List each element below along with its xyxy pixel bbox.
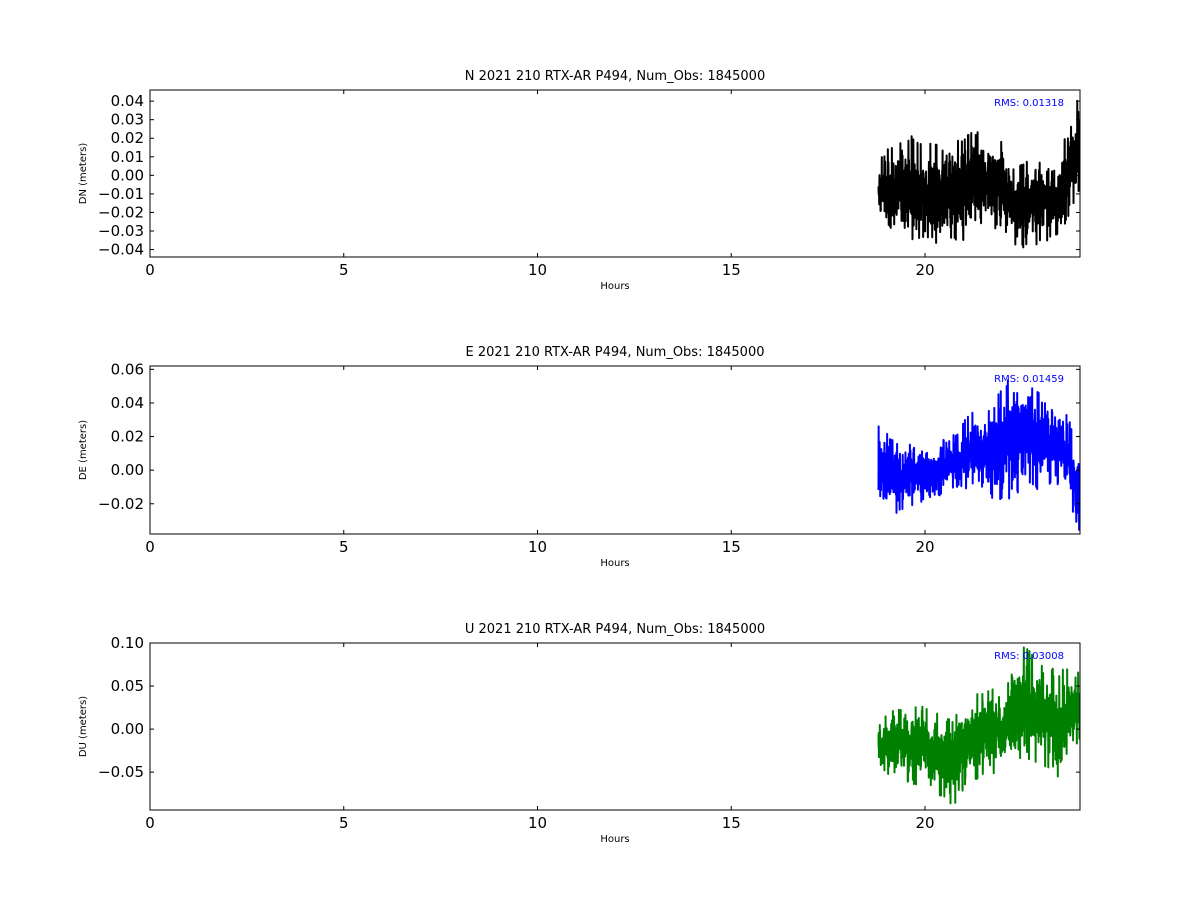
- y-axis-label: DU (meters): [78, 696, 89, 757]
- x-tick-label: 0: [145, 538, 155, 556]
- series-line: [877, 99, 1080, 249]
- x-tick-label: 0: [145, 814, 155, 832]
- axes-frame: [149, 89, 1081, 258]
- y-tick-label: 0.00: [111, 461, 144, 479]
- x-tick-label: 20: [915, 261, 934, 279]
- y-tick-label: 0.03: [111, 111, 144, 129]
- rms-annotation: RMS: 0.01318: [994, 98, 1064, 109]
- x-tick-label: 15: [722, 538, 741, 556]
- series-line: [877, 379, 1080, 531]
- y-axis-label: DE (meters): [78, 420, 89, 480]
- y-tick-label: 0.02: [111, 129, 144, 147]
- y-tick-label: −0.02: [98, 203, 144, 221]
- y-tick-label: −0.02: [98, 495, 144, 513]
- x-tick-label: 20: [915, 814, 934, 832]
- subplot-3: 0 5 10 15 20 −0.05 0.00 0.05 0.10 U 2021 210 RTX-…: [78, 622, 1081, 845]
- y-tick-label: 0.02: [111, 428, 144, 446]
- y-axis-label: DN (meters): [78, 143, 89, 205]
- rms-annotation: RMS: 0.03008: [994, 651, 1064, 662]
- chart-title: N 2021 210 RTX-AR P494, Num_Obs: 1845000: [465, 69, 765, 84]
- subplots: 0 5 10 15 20−0.04−0.03−0.02−0.010.000.010.02…: [78, 69, 1081, 845]
- x-tick-label: 5: [339, 814, 349, 832]
- chart-title: U 2021 210 RTX-AR P494, Num_Obs: 1845000: [465, 622, 765, 637]
- x-tick-label: 10: [528, 814, 547, 832]
- x-tick-label: 10: [528, 261, 547, 279]
- x-axis-label: Hours: [600, 281, 629, 292]
- chart-title: E 2021 210 RTX-AR P494, Num_Obs: 1845000: [466, 345, 765, 360]
- y-tick-label: 0.10: [111, 634, 144, 652]
- x-axis-label: Hours: [600, 834, 629, 845]
- x-tick-label: 0: [145, 261, 155, 279]
- y-tick-label: 0.00: [111, 720, 144, 738]
- x-tick-label: 15: [722, 814, 741, 832]
- x-axis-label: Hours: [600, 558, 629, 569]
- y-tick-label: 0.04: [111, 92, 144, 110]
- x-tick-label: 10: [528, 538, 547, 556]
- y-tick-label: 0.04: [111, 394, 144, 412]
- rms-annotation: RMS: 0.01459: [994, 374, 1064, 385]
- x-tick-label: 20: [915, 538, 934, 556]
- x-tick-label: 15: [722, 261, 741, 279]
- x-tick-label: 5: [339, 261, 349, 279]
- y-tick-label: −0.05: [98, 763, 144, 781]
- y-tick-label: 0.00: [111, 166, 144, 184]
- series-line: [877, 646, 1080, 805]
- x-tick-label: 5: [339, 538, 349, 556]
- y-tick-label: −0.04: [98, 241, 144, 259]
- y-tick-label: 0.06: [111, 360, 144, 378]
- axes-frame: [149, 642, 1081, 811]
- subplot-1: 0 5 10 15 20 −0.04−0.03−0.02−0.010.000.010.02…: [78, 69, 1081, 292]
- subplot-2: 0 5 10 15 20 −0.02 0.00 0.02 0.04 0.06 E 2021 210 …: [78, 345, 1081, 569]
- y-tick-label: 0.05: [111, 677, 144, 695]
- axes-frame: [149, 365, 1081, 535]
- y-tick-label: −0.03: [98, 222, 144, 240]
- y-tick-label: 0.01: [111, 148, 144, 166]
- plot-area: [150, 366, 1080, 534]
- y-tick-label: −0.01: [98, 185, 144, 203]
